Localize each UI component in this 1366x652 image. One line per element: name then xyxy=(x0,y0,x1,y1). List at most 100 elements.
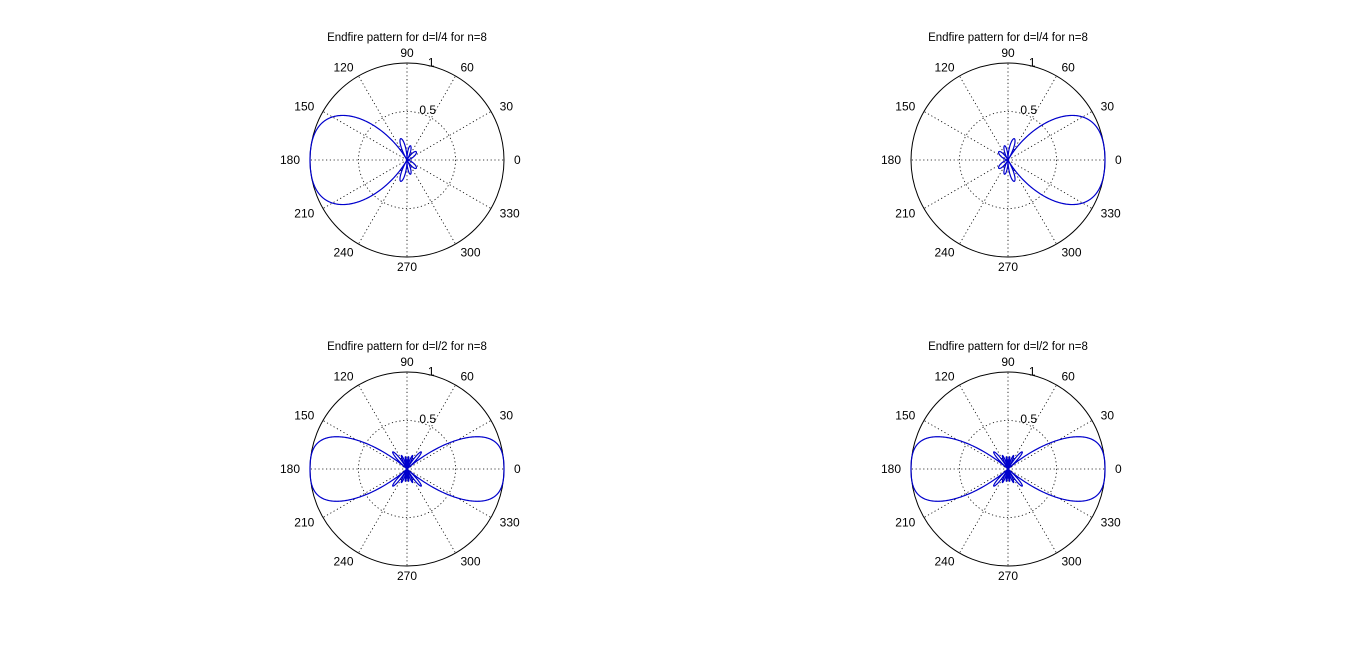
angle-tick-label: 240 xyxy=(934,555,954,569)
angle-tick-label: 270 xyxy=(397,569,417,583)
angular-grid-spoke xyxy=(358,159,408,245)
angular-grid-spoke xyxy=(959,159,1009,245)
plot-title: Endfire pattern for d=l/2 for n=8 xyxy=(928,341,1088,353)
angular-grid-spoke xyxy=(923,468,1009,518)
angle-tick-label: 30 xyxy=(500,409,514,423)
angle-tick-label: 90 xyxy=(400,46,414,60)
angle-tick-label: 330 xyxy=(1101,516,1121,530)
angular-grid-spoke xyxy=(1007,384,1057,470)
angular-grid-spoke xyxy=(406,420,492,470)
radiation-pattern-curve xyxy=(997,114,1106,206)
angular-grid-spoke xyxy=(322,420,408,470)
angular-grid-spoke xyxy=(1007,468,1093,518)
angle-tick-label: 240 xyxy=(333,246,353,260)
angular-grid-spoke xyxy=(406,159,492,209)
angle-tick-label: 180 xyxy=(280,153,300,167)
angle-tick-label: 120 xyxy=(934,369,954,383)
angle-tick-label: 210 xyxy=(294,516,314,530)
polar-plot-top-right: Endfire pattern for d=l/4 for n=8 0 30 60 9… xyxy=(881,32,1122,274)
plot-title: Endfire pattern for d=l/4 for n=8 xyxy=(327,32,487,44)
angle-tick-label: 210 xyxy=(895,207,915,221)
angle-tick-label: 120 xyxy=(934,60,954,74)
angular-grid-spoke xyxy=(1007,159,1093,209)
angular-grid-spoke xyxy=(406,384,456,470)
angle-tick-label: 180 xyxy=(881,462,901,476)
angle-tick-label: 150 xyxy=(895,100,915,114)
angular-grid-spoke xyxy=(406,468,456,554)
angular-grid-spoke xyxy=(322,159,408,209)
angular-grid-spoke xyxy=(923,159,1009,209)
angle-tick-label: 0 xyxy=(1115,153,1122,167)
plot-title: Endfire pattern for d=l/4 for n=8 xyxy=(928,32,1088,44)
polar-plot-bottom-right: Endfire pattern for d=l/2 for n=8 0 30 60 9… xyxy=(881,341,1122,583)
angle-tick-label: 120 xyxy=(333,60,353,74)
angular-grid-spoke xyxy=(1007,420,1093,470)
radiation-pattern-curve xyxy=(910,436,1106,502)
angular-grid-spoke xyxy=(1007,468,1057,554)
radial-grid-circle xyxy=(959,420,1057,518)
radial-grid-circle xyxy=(959,111,1057,209)
angle-tick-label: 60 xyxy=(1062,369,1076,383)
angle-tick-label: 30 xyxy=(1101,100,1115,114)
angular-grid-spoke xyxy=(959,468,1009,554)
angular-grid-spoke xyxy=(959,384,1009,470)
angular-grid-spoke xyxy=(1007,111,1093,161)
angle-tick-label: 210 xyxy=(294,207,314,221)
angular-grid-spoke xyxy=(358,384,408,470)
angle-tick-label: 60 xyxy=(461,60,475,74)
plot-title: Endfire pattern for d=l/2 for n=8 xyxy=(327,341,487,353)
angular-grid-spoke xyxy=(406,111,492,161)
angular-grid-spoke xyxy=(406,75,456,161)
angle-tick-label: 330 xyxy=(500,516,520,530)
angle-tick-label: 300 xyxy=(1062,555,1082,569)
angle-tick-label: 60 xyxy=(1062,60,1076,74)
angle-tick-label: 240 xyxy=(934,246,954,260)
angle-tick-label: 270 xyxy=(397,260,417,274)
angle-tick-label: 30 xyxy=(1101,409,1115,423)
angle-tick-label: 90 xyxy=(1001,46,1015,60)
angle-tick-label: 60 xyxy=(461,369,475,383)
radial-tick-label: 0.5 xyxy=(1020,412,1037,426)
radial-tick-label: 1 xyxy=(428,364,435,378)
radial-tick-label: 1 xyxy=(428,55,435,69)
radial-tick-label: 0.5 xyxy=(1020,103,1037,117)
angle-tick-label: 210 xyxy=(895,516,915,530)
angle-tick-label: 300 xyxy=(461,555,481,569)
angle-tick-label: 330 xyxy=(1101,207,1121,221)
angle-tick-label: 0 xyxy=(514,153,521,167)
radial-tick-label: 1 xyxy=(1029,55,1036,69)
angular-grid-spoke xyxy=(923,420,1009,470)
angle-tick-label: 150 xyxy=(895,409,915,423)
angle-tick-label: 180 xyxy=(280,462,300,476)
angle-tick-label: 150 xyxy=(294,409,314,423)
angle-tick-label: 90 xyxy=(400,355,414,369)
angular-grid-spoke xyxy=(322,111,408,161)
angle-tick-label: 300 xyxy=(461,246,481,260)
radial-tick-label: 0.5 xyxy=(419,412,436,426)
angular-grid-spoke xyxy=(1007,75,1057,161)
angle-tick-label: 90 xyxy=(1001,355,1015,369)
polar-plot-bottom-left: Endfire pattern for d=l/2 for n=8 0 30 60 9… xyxy=(280,341,521,583)
radial-grid-circle xyxy=(358,420,456,518)
angular-grid-spoke xyxy=(322,468,408,518)
angular-grid-spoke xyxy=(406,468,492,518)
angular-grid-spoke xyxy=(406,159,456,245)
angle-tick-label: 180 xyxy=(881,153,901,167)
angular-grid-spoke xyxy=(358,468,408,554)
angle-tick-label: 300 xyxy=(1062,246,1082,260)
radiation-pattern-curve xyxy=(309,436,505,502)
radial-tick-label: 1 xyxy=(1029,364,1036,378)
angular-grid-spoke xyxy=(1007,159,1057,245)
angle-tick-label: 330 xyxy=(500,207,520,221)
radiation-pattern-curve xyxy=(309,114,418,206)
angular-grid-spoke xyxy=(959,75,1009,161)
angle-tick-label: 0 xyxy=(514,462,521,476)
radial-grid-circle xyxy=(358,111,456,209)
angle-tick-label: 270 xyxy=(998,569,1018,583)
polar-plot-top-left: Endfire pattern for d=l/4 for n=8 0 30 60 9… xyxy=(280,32,521,274)
angle-tick-label: 120 xyxy=(333,369,353,383)
angle-tick-label: 270 xyxy=(998,260,1018,274)
angular-grid-spoke xyxy=(923,111,1009,161)
angular-grid-spoke xyxy=(358,75,408,161)
